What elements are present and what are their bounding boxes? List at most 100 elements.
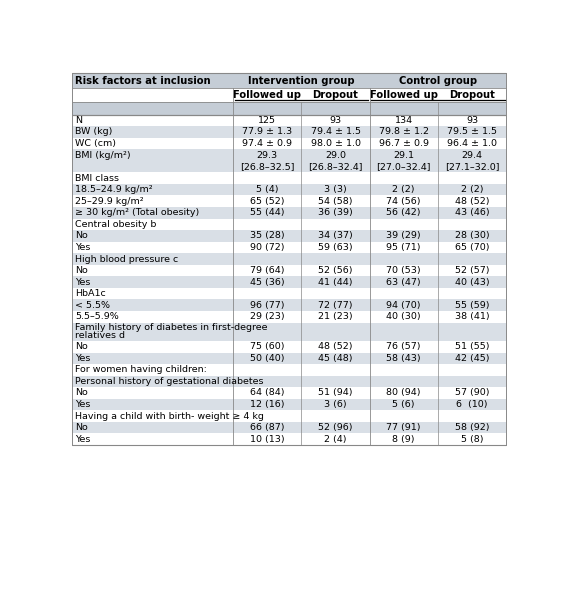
Text: 2 (4): 2 (4) [324, 434, 347, 443]
Text: BMI (kg/m²): BMI (kg/m²) [75, 151, 131, 160]
Text: 57 (90): 57 (90) [455, 389, 489, 398]
Bar [72, 207, 506, 219]
Text: Yes: Yes [75, 243, 91, 252]
Text: 2 (2): 2 (2) [461, 185, 483, 194]
Text: 39 (29): 39 (29) [386, 231, 421, 240]
Text: 10 (13): 10 (13) [250, 434, 285, 443]
Text: 56 (42): 56 (42) [386, 209, 421, 218]
Text: < 5.5%: < 5.5% [75, 301, 110, 310]
Text: 45 (48): 45 (48) [318, 354, 353, 363]
Text: ≥ 30 kg/m² (Total obesity): ≥ 30 kg/m² (Total obesity) [75, 209, 200, 218]
Text: No: No [75, 389, 88, 398]
Bar [72, 73, 506, 88]
Text: 5 (6): 5 (6) [393, 400, 415, 409]
Text: 36 (39): 36 (39) [318, 209, 353, 218]
Bar [72, 375, 506, 387]
Text: 3 (6): 3 (6) [324, 400, 347, 409]
Text: Family history of diabetes in first-degree: Family history of diabetes in first-degr… [75, 324, 268, 333]
Text: 5 (8): 5 (8) [461, 434, 483, 443]
Text: Yes: Yes [75, 278, 91, 287]
Bar [72, 387, 506, 399]
Text: 64 (84): 64 (84) [250, 389, 285, 398]
Text: 50 (40): 50 (40) [250, 354, 285, 363]
Bar [72, 265, 506, 277]
Text: [26.8–32.4]: [26.8–32.4] [309, 162, 363, 171]
Text: 43 (46): 43 (46) [455, 209, 489, 218]
Bar [72, 219, 506, 230]
Text: 38 (41): 38 (41) [455, 312, 489, 321]
Text: 12 (16): 12 (16) [250, 400, 285, 409]
Text: 52 (57): 52 (57) [455, 266, 489, 275]
Text: 76 (57): 76 (57) [386, 342, 421, 351]
Text: Dropout: Dropout [312, 90, 359, 100]
Text: 93: 93 [329, 116, 342, 125]
Bar [72, 184, 506, 195]
Text: For women having children:: For women having children: [75, 365, 207, 374]
Text: 90 (72): 90 (72) [250, 243, 285, 252]
Text: 79.5 ± 1.5: 79.5 ± 1.5 [447, 128, 497, 136]
Text: 51 (55): 51 (55) [455, 342, 489, 351]
Text: 65 (70): 65 (70) [455, 243, 489, 252]
Text: 77.9 ± 1.3: 77.9 ± 1.3 [243, 128, 292, 136]
Text: 74 (56): 74 (56) [386, 197, 421, 206]
Text: Intervention group: Intervention group [248, 76, 355, 86]
Bar [72, 230, 506, 242]
Text: 29 (23): 29 (23) [250, 312, 285, 321]
Text: Central obesity b: Central obesity b [75, 220, 157, 229]
Text: Yes: Yes [75, 400, 91, 409]
Bar [72, 433, 506, 445]
Text: 58 (43): 58 (43) [386, 354, 421, 363]
Text: No: No [75, 266, 88, 275]
Bar [72, 422, 506, 433]
Text: 51 (94): 51 (94) [318, 389, 353, 398]
Text: BMI class: BMI class [75, 173, 119, 182]
Bar [72, 353, 506, 364]
Text: Control group: Control group [399, 76, 477, 86]
Bar [72, 88, 506, 101]
Text: 18.5–24.9 kg/m²: 18.5–24.9 kg/m² [75, 185, 153, 194]
Bar [72, 311, 506, 322]
Text: 2 (2): 2 (2) [393, 185, 415, 194]
Text: Dropout: Dropout [449, 90, 495, 100]
Text: [27.1–32.0]: [27.1–32.0] [444, 162, 499, 171]
Text: 59 (63): 59 (63) [318, 243, 353, 252]
Text: 35 (28): 35 (28) [250, 231, 285, 240]
Text: 72 (77): 72 (77) [318, 301, 353, 310]
Text: 48 (52): 48 (52) [318, 342, 353, 351]
Bar [72, 253, 506, 265]
Text: [27.0–32.4]: [27.0–32.4] [377, 162, 431, 171]
Text: 40 (30): 40 (30) [386, 312, 421, 321]
Bar [72, 277, 506, 288]
Text: 96.4 ± 1.0: 96.4 ± 1.0 [447, 139, 497, 148]
Bar [72, 399, 506, 410]
Text: 98.0 ± 1.0: 98.0 ± 1.0 [311, 139, 360, 148]
Text: 45 (36): 45 (36) [250, 278, 285, 287]
Bar [72, 126, 506, 138]
Text: 29.1: 29.1 [393, 151, 414, 160]
Text: 55 (59): 55 (59) [455, 301, 489, 310]
Text: 34 (37): 34 (37) [318, 231, 353, 240]
Text: Followed up: Followed up [233, 90, 301, 100]
Text: 3 (3): 3 (3) [324, 185, 347, 194]
Text: 79.4 ± 1.5: 79.4 ± 1.5 [311, 128, 360, 136]
Text: No: No [75, 342, 88, 351]
Text: No: No [75, 231, 88, 240]
Text: 63 (47): 63 (47) [386, 278, 421, 287]
Text: 94 (70): 94 (70) [386, 301, 421, 310]
Text: 97.4 ± 0.9: 97.4 ± 0.9 [243, 139, 292, 148]
Text: 21 (23): 21 (23) [318, 312, 353, 321]
Text: 55 (44): 55 (44) [250, 209, 285, 218]
Text: Yes: Yes [75, 354, 91, 363]
Text: 77 (91): 77 (91) [386, 423, 421, 432]
Bar [72, 172, 506, 184]
Text: Personal history of gestational diabetes: Personal history of gestational diabetes [75, 377, 263, 386]
Bar [72, 101, 506, 114]
Text: 66 (87): 66 (87) [250, 423, 285, 432]
Text: 42 (45): 42 (45) [455, 354, 489, 363]
Text: WC (cm): WC (cm) [75, 139, 116, 148]
Text: 25–29.9 kg/m²: 25–29.9 kg/m² [75, 197, 144, 206]
Text: Yes: Yes [75, 434, 91, 443]
Bar [72, 288, 506, 299]
Text: 58 (92): 58 (92) [455, 423, 489, 432]
Text: relatives d: relatives d [75, 331, 125, 340]
